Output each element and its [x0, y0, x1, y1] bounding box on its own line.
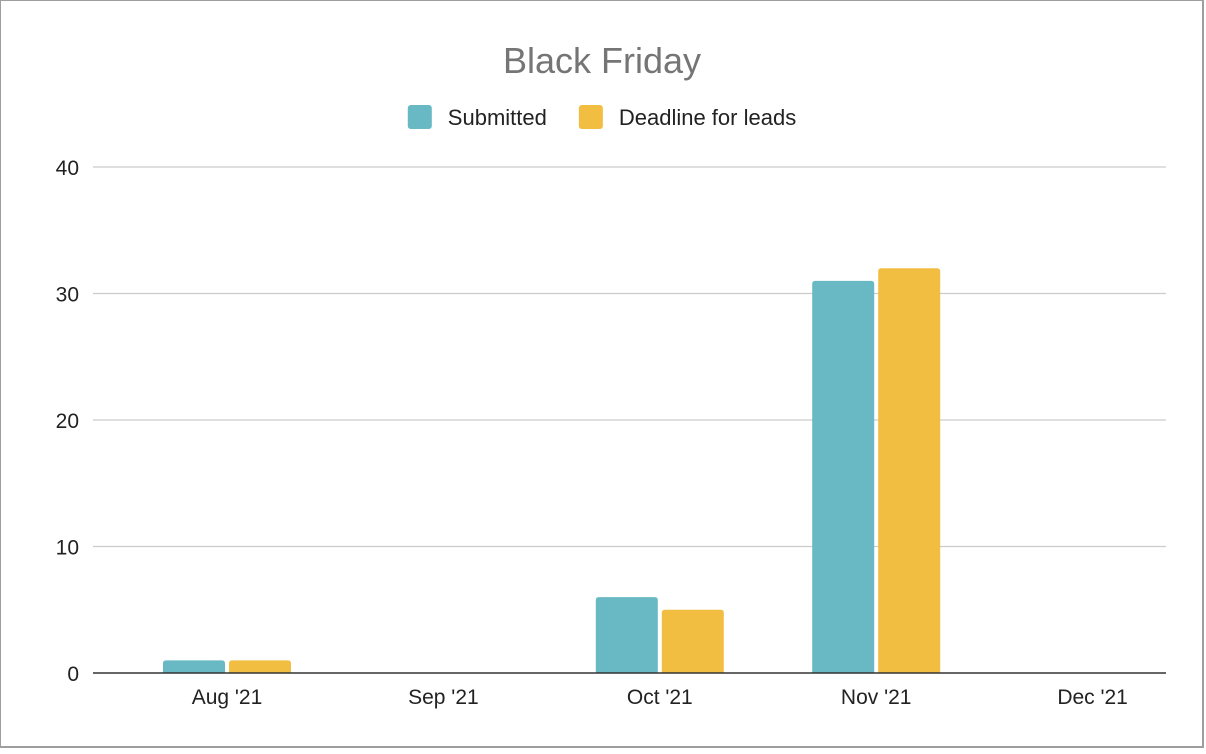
chart-title: Black Friday [503, 40, 701, 81]
bar-submitted-3 [812, 280, 875, 673]
x-tick-label: Nov '21 [841, 686, 912, 709]
bars [163, 268, 941, 673]
bar-submitted-2 [595, 597, 658, 673]
x-tick-label: Dec '21 [1057, 686, 1128, 709]
bar-deadline-for-leads-3 [878, 268, 941, 673]
chart-legend: Submitted Deadline for leads [407, 105, 796, 130]
y-tick-label: 0 [67, 663, 79, 686]
bar-submitted-0 [163, 660, 225, 673]
x-tick-label: Oct '21 [627, 686, 693, 709]
legend-label: Deadline for leads [619, 105, 796, 130]
legend-item-deadline-for-leads: Deadline for leads [578, 105, 796, 130]
legend-swatch [407, 105, 432, 129]
x-tick-label: Aug '21 [192, 686, 263, 709]
bar-deadline-for-leads-0 [229, 660, 291, 673]
y-axis: 0 10 20 30 40 [56, 157, 79, 686]
legend-item-submitted: Submitted [407, 105, 547, 130]
y-tick-label: 20 [56, 410, 79, 433]
y-tick-label: 40 [56, 157, 79, 180]
bar-deadline-for-leads-2 [661, 609, 724, 673]
y-tick-label: 10 [56, 537, 79, 560]
x-tick-label: Sep '21 [408, 686, 479, 709]
legend-label: Submitted [448, 105, 547, 130]
y-tick-label: 30 [56, 284, 79, 307]
x-axis: Aug '21 Sep '21 Oct '21 Nov '21 Dec '21 [93, 672, 1166, 709]
gridlines [93, 166, 1166, 548]
legend-swatch [578, 105, 603, 129]
